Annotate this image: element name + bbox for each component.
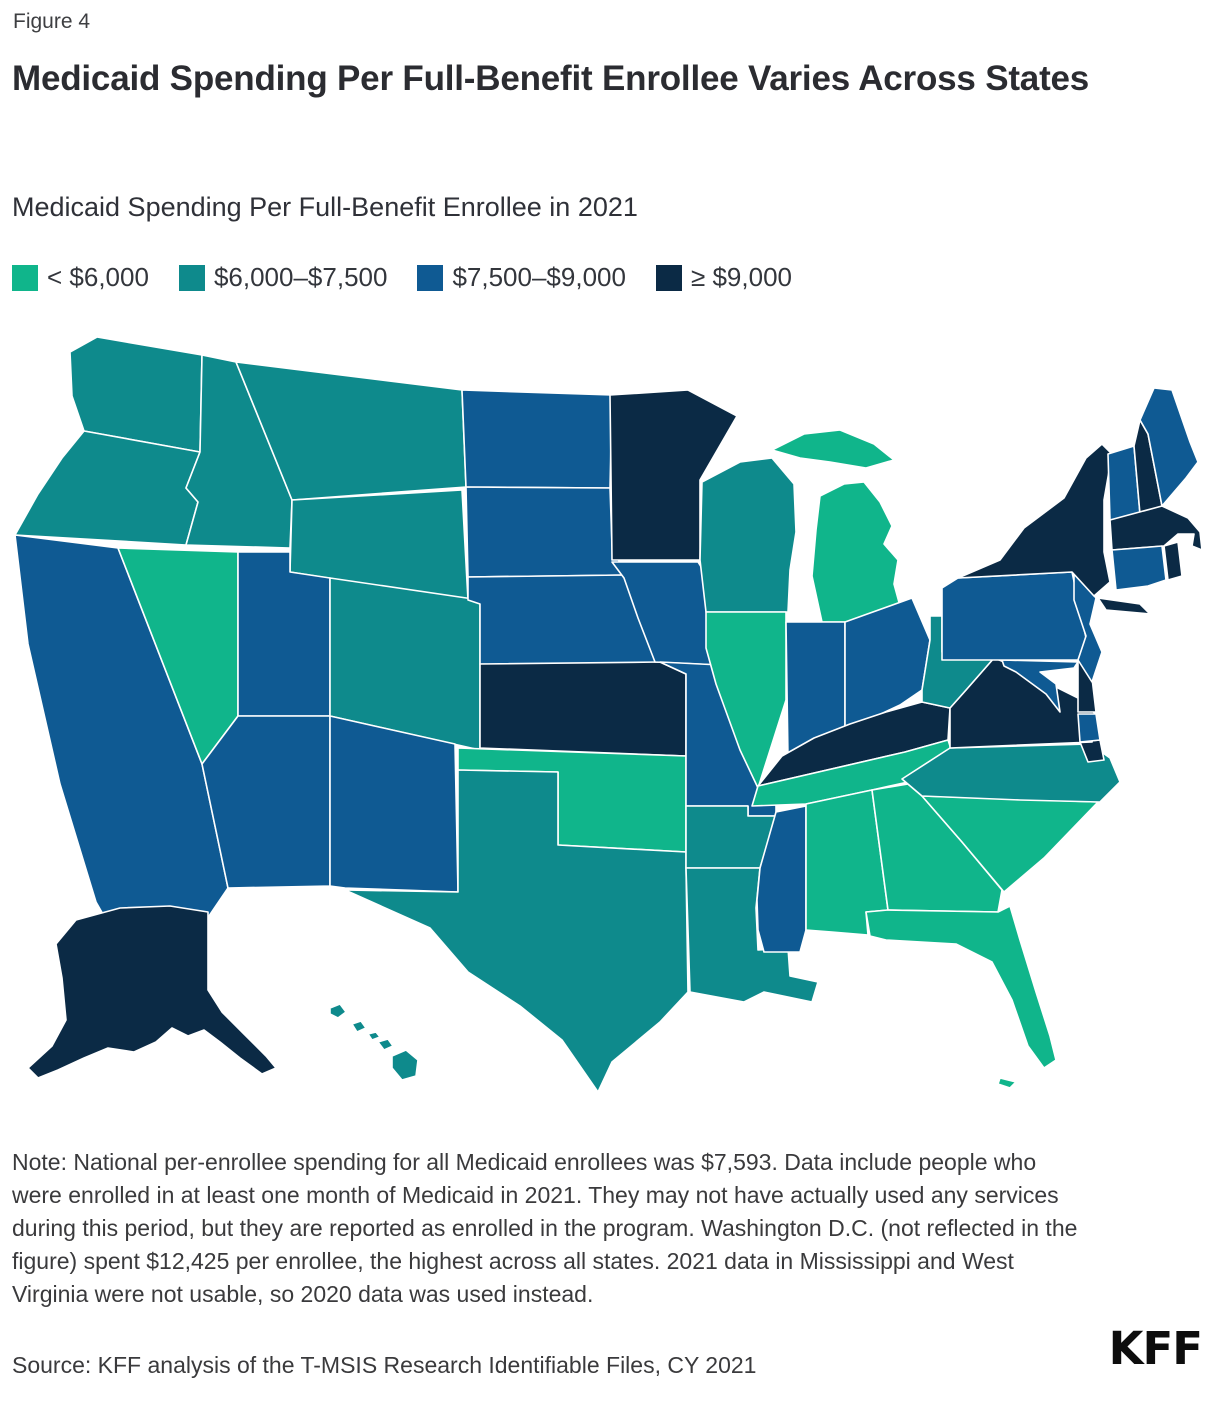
page-title: Medicaid Spending Per Full-Benefit Enrol… xyxy=(12,59,1090,98)
state-north-dakota xyxy=(461,389,613,489)
legend-item-3: ≥ $9,000 xyxy=(655,262,792,293)
us-choropleth-map xyxy=(0,330,1220,1120)
state-alaska xyxy=(27,905,277,1079)
kff-logo: KFF xyxy=(1108,1322,1203,1375)
legend-item-1: $6,000–$7,500 xyxy=(178,262,388,293)
state-connecticut xyxy=(1111,545,1167,591)
legend-swatch-lt6000 xyxy=(12,264,38,291)
legend: < $6,000 $6,000–$7,500 $7,500–$9,000 ≥ $… xyxy=(12,262,792,293)
state-maryland xyxy=(1001,659,1101,743)
us-map-svg xyxy=(14,336,1203,1093)
state-minnesota xyxy=(609,389,738,561)
state-rhode-island xyxy=(1163,541,1183,581)
source-text: Source: KFF analysis of the T-MSIS Resea… xyxy=(12,1352,757,1378)
chart-subtitle: Medicaid Spending Per Full-Benefit Enrol… xyxy=(12,192,638,222)
state-wisconsin xyxy=(699,457,797,613)
state-florida xyxy=(865,905,1057,1089)
figure-label: Figure 4 xyxy=(13,10,91,33)
state-pennsylvania xyxy=(941,571,1087,661)
legend-label-gte9000: ≥ $9,000 xyxy=(690,262,792,292)
state-utah xyxy=(237,551,331,717)
state-kansas xyxy=(479,661,687,757)
state-texas xyxy=(344,769,689,1093)
state-oregon xyxy=(14,430,201,546)
state-hawaii xyxy=(329,1003,419,1081)
legend-swatch-7500-9000 xyxy=(417,264,444,291)
state-new-mexico xyxy=(329,715,459,893)
note-text: Note: National per-enrollee spending for… xyxy=(12,1149,1078,1307)
state-maine xyxy=(1139,387,1199,507)
state-south-dakota xyxy=(465,486,626,578)
legend-item-0: < $6,000 xyxy=(12,262,149,293)
legend-swatch-gte9000 xyxy=(655,264,682,291)
state-new-jersey xyxy=(1073,573,1103,683)
legend-label-7500-9000: $7,500–$9,000 xyxy=(452,262,626,292)
legend-swatch-6000-7500 xyxy=(178,264,205,291)
state-michigan xyxy=(771,429,901,623)
legend-label-lt6000: < $6,000 xyxy=(47,262,149,292)
legend-item-2: $7,500–$9,000 xyxy=(417,262,626,293)
legend-label-6000-7500: $6,000–$7,500 xyxy=(213,262,388,292)
